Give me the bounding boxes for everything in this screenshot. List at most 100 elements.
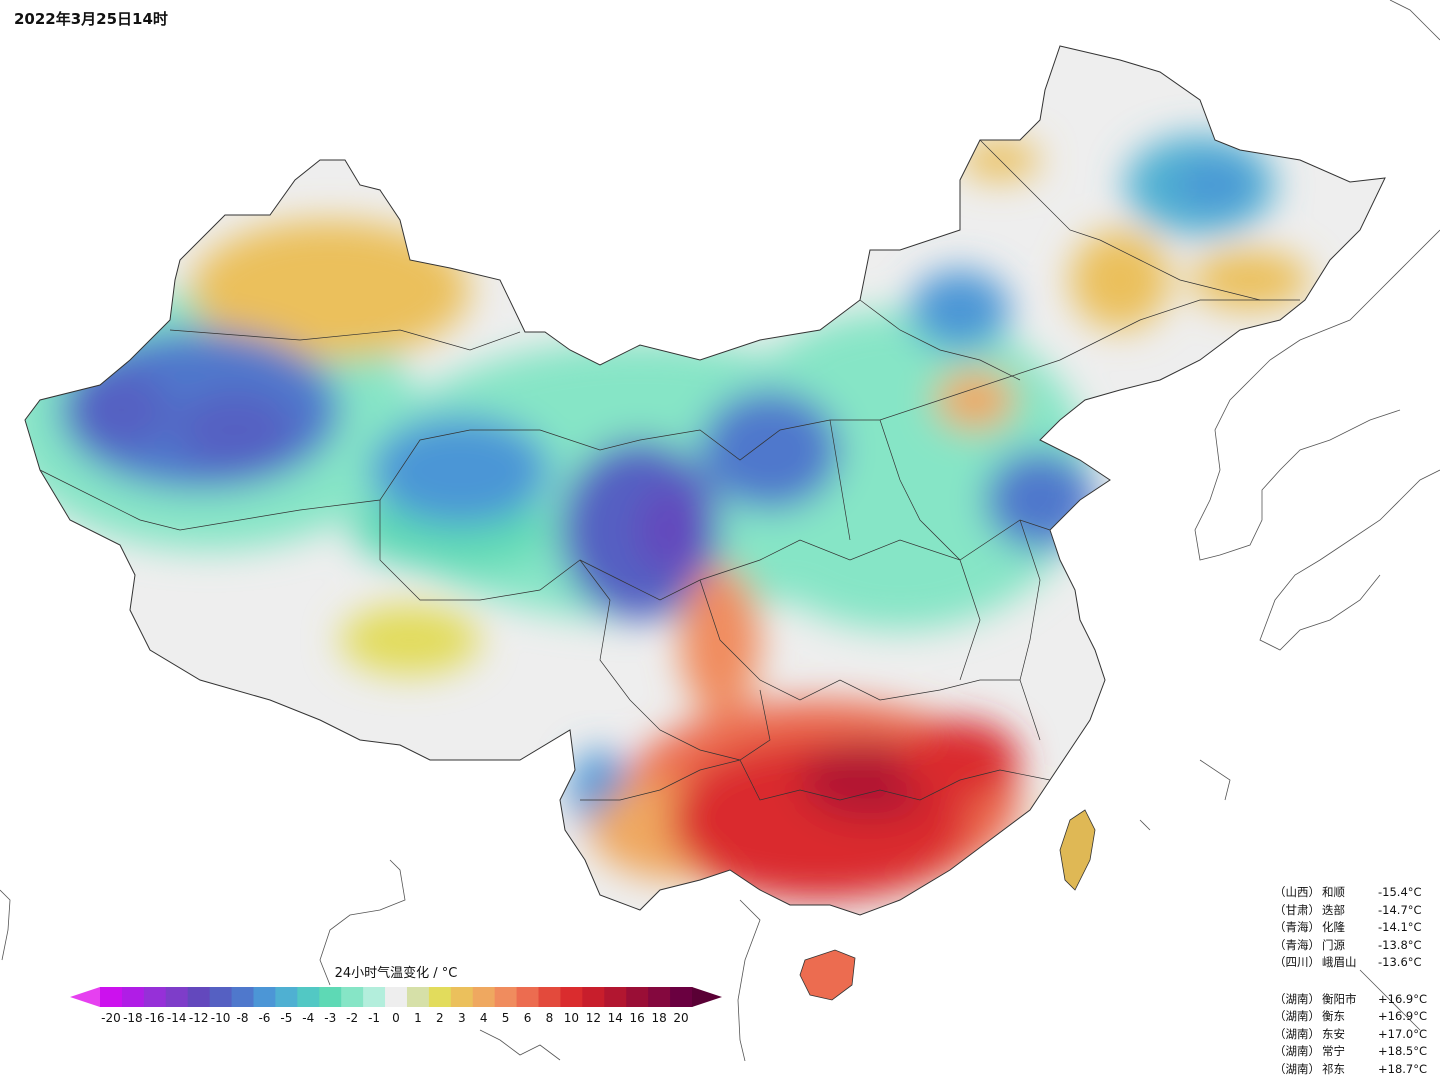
station-region: （湖南） (1270, 991, 1320, 1009)
warm-station-row: （湖南）祁东+18.7°C (1240, 1061, 1430, 1078)
station-region: （甘肃） (1270, 902, 1320, 920)
colorbar-tick-label: 12 (586, 1011, 601, 1025)
cold-station-row: （四川）峨眉山-13.6°C (1240, 954, 1430, 972)
station-value: +16.9°C (1372, 991, 1430, 1009)
colorbar-swatch (407, 987, 429, 1007)
station-region: （湖南） (1270, 1061, 1320, 1078)
colorbar-tick-label: 6 (524, 1011, 532, 1025)
station-extremes: （山西）和顺-15.4°C （甘肃）迭部-14.7°C （青海）化隆-14.1°… (1240, 884, 1430, 1078)
colorbar-tick-label: 10 (564, 1011, 579, 1025)
warm-station-row: （湖南）衡阳市+16.9°C (1240, 991, 1430, 1009)
colorbar-swatch (275, 987, 297, 1007)
colorbar-tick-label: 4 (480, 1011, 488, 1025)
station-region: （青海） (1270, 937, 1320, 955)
station-name: 祁东 (1320, 1061, 1372, 1078)
colorbar-swatch (517, 987, 539, 1007)
map-title: 2022年3月25日14时 (14, 8, 168, 29)
colorbar-swatch (341, 987, 363, 1007)
colorbar-tick-label: 0 (392, 1011, 400, 1025)
colorbar-tick-label: -16 (145, 1011, 165, 1025)
colorbar-over-arrow (692, 987, 722, 1007)
station-value: -15.4°C (1372, 884, 1430, 902)
colorbar-swatch (539, 987, 561, 1007)
station-region: （湖南） (1270, 1026, 1320, 1044)
station-name: 东安 (1320, 1026, 1372, 1044)
station-name: 衡东 (1320, 1008, 1372, 1026)
station-value: +18.5°C (1372, 1043, 1430, 1061)
colorbar-swatch (560, 987, 582, 1007)
colorbar-tick-label: 5 (502, 1011, 510, 1025)
colorbar-swatch (363, 987, 385, 1007)
colorbar-swatch (166, 987, 188, 1007)
colorbar-tick-label: -14 (167, 1011, 187, 1025)
colorbar-swatch (210, 987, 232, 1007)
station-region: （湖南） (1270, 1008, 1320, 1026)
colorbar-swatch (429, 987, 451, 1007)
station-name: 门源 (1320, 937, 1372, 955)
colorbar-swatch (626, 987, 648, 1007)
station-value: -14.7°C (1372, 902, 1430, 920)
colorbar-swatch (100, 987, 122, 1007)
warm-station-row: （湖南）常宁+18.5°C (1240, 1043, 1430, 1061)
legend-title: 24小时气温变化 / °C (306, 962, 486, 981)
cold-station-row: （青海）化隆-14.1°C (1240, 919, 1430, 937)
colorbar-swatch (319, 987, 341, 1007)
station-name: 常宁 (1320, 1043, 1372, 1061)
colorbar-swatch (385, 987, 407, 1007)
colorbar-swatch (122, 987, 144, 1007)
station-region: （四川） (1270, 954, 1320, 972)
colorbar-tick-label: 14 (608, 1011, 623, 1025)
colorbar-swatch (495, 987, 517, 1007)
station-value: +18.7°C (1372, 1061, 1430, 1078)
colorbar-tick-label: 16 (630, 1011, 645, 1025)
station-name: 迭部 (1320, 902, 1372, 920)
colorbar-tick-label: -20 (101, 1011, 121, 1025)
station-name: 化隆 (1320, 919, 1372, 937)
colorbar-swatch (648, 987, 670, 1007)
colorbar-tick-label: 20 (673, 1011, 688, 1025)
warm-station-row: （湖南）东安+17.0°C (1240, 1026, 1430, 1044)
station-region: （青海） (1270, 919, 1320, 937)
colorbar-tick-label: 2 (436, 1011, 444, 1025)
colorbar-swatch (451, 987, 473, 1007)
colorbar-tick-label: -3 (324, 1011, 336, 1025)
colorbar-tick-label: -12 (189, 1011, 209, 1025)
colorbar-under-arrow (70, 987, 100, 1007)
cold-station-row: （山西）和顺-15.4°C (1240, 884, 1430, 902)
colorbar-swatch (188, 987, 210, 1007)
cold-station-row: （青海）门源-13.8°C (1240, 937, 1430, 955)
station-value: -14.1°C (1372, 919, 1430, 937)
colorbar-tick-label: 3 (458, 1011, 466, 1025)
station-name: 衡阳市 (1320, 991, 1372, 1009)
colorbar-tick-label: 1 (414, 1011, 422, 1025)
colorbar-swatch (297, 987, 319, 1007)
colorbar-tick-label: -1 (368, 1011, 380, 1025)
colorbar-tick-label: -10 (211, 1011, 231, 1025)
station-value: -13.8°C (1372, 937, 1430, 955)
colorbar-swatch (473, 987, 495, 1007)
cold-station-row: （甘肃）迭部-14.7°C (1240, 902, 1430, 920)
colorbar-tick-label: -8 (237, 1011, 249, 1025)
colorbar-tick-label: 18 (651, 1011, 666, 1025)
colorbar-tick-label: -5 (280, 1011, 292, 1025)
colorbar-tick-label: 8 (546, 1011, 554, 1025)
colorbar-swatch (253, 987, 275, 1007)
station-value: +17.0°C (1372, 1026, 1430, 1044)
colorbar-swatch (670, 987, 692, 1007)
colorbar-swatch (232, 987, 254, 1007)
station-name: 峨眉山 (1320, 954, 1372, 972)
colorbar-swatch (144, 987, 166, 1007)
station-region: （湖南） (1270, 1043, 1320, 1061)
colorbar-tick-label: -2 (346, 1011, 358, 1025)
station-name: 和顺 (1320, 884, 1372, 902)
colorbar-tick-label: -4 (302, 1011, 314, 1025)
station-value: +16.9°C (1372, 1008, 1430, 1026)
colorbar-swatch (582, 987, 604, 1007)
colorbar-tick-label: -18 (123, 1011, 143, 1025)
colorbar-swatch (604, 987, 626, 1007)
station-value: -13.6°C (1372, 954, 1430, 972)
colorbar-tick-label: -6 (258, 1011, 270, 1025)
